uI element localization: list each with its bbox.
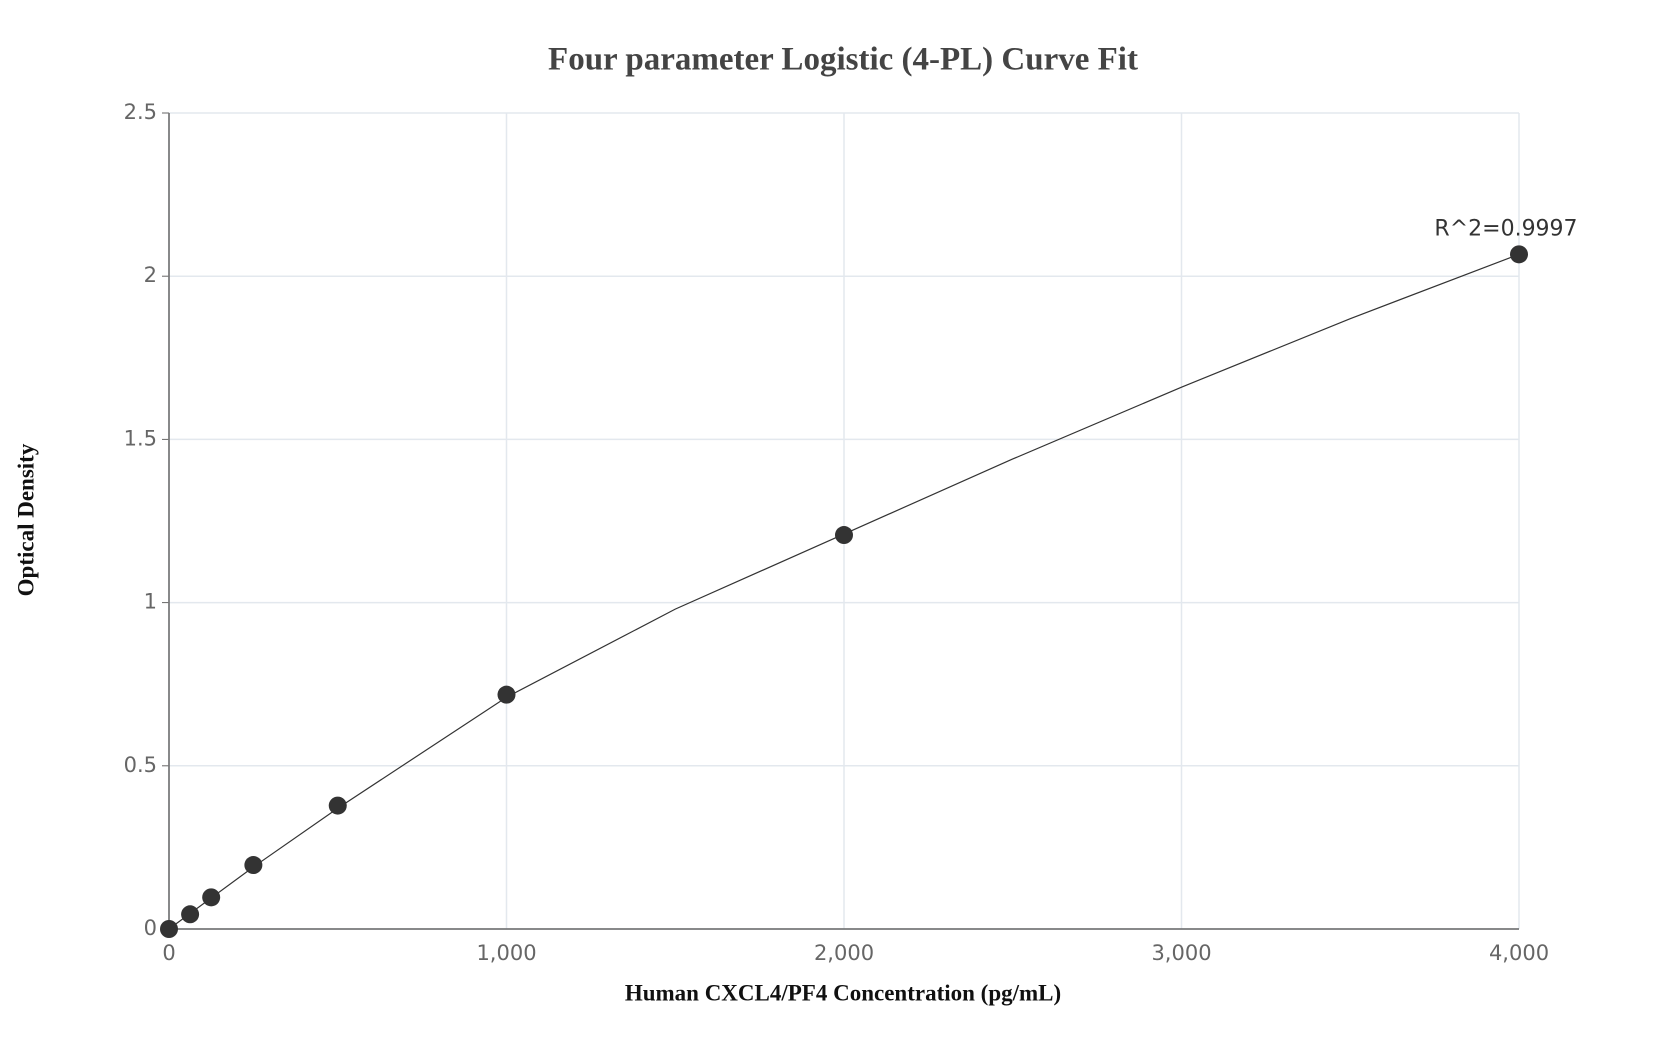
y-axis-title: Optical Density (13, 443, 38, 596)
annotation: R^2=0.9997 (1434, 216, 1577, 241)
x-tick-label: 1,000 (476, 941, 536, 965)
data-point (835, 526, 853, 545)
fit-curve (168, 253, 1520, 930)
y-tick-label: 2.5 (124, 100, 157, 124)
y-tick-label: 1.5 (124, 426, 157, 450)
y-tick-label: 2 (144, 263, 157, 287)
y-tick-label: 1 (144, 590, 157, 614)
data-point (160, 920, 178, 938)
x-tick-label: 3,000 (1151, 941, 1211, 965)
x-axis-title: Human CXCL4/PF4 Concentration (pg/mL) (625, 980, 1061, 1005)
y-tick-label: 0 (144, 916, 157, 940)
data-point (1510, 245, 1528, 264)
chart-title: Four parameter Logistic (4-PL) Curve Fit (548, 42, 1138, 78)
x-tick-label: 2,000 (814, 941, 874, 965)
data-point (497, 685, 516, 704)
data-point (181, 905, 200, 924)
data-point (328, 796, 347, 815)
y-tick-label: 0.5 (124, 753, 157, 777)
x-tick-label: 4,000 (1489, 941, 1549, 965)
data-point (244, 856, 263, 875)
x-tick-label: 0 (162, 941, 175, 965)
data-point (202, 888, 221, 907)
